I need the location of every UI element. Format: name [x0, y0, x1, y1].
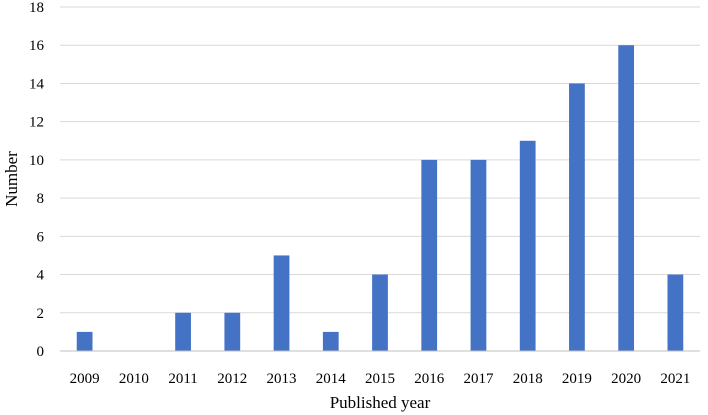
x-tick-label: 2016: [414, 371, 445, 387]
bar-2012: [224, 312, 241, 351]
bar-2019: [569, 83, 585, 351]
x-tick-label: 2009: [70, 371, 100, 387]
x-tick-label: 2020: [611, 371, 641, 387]
bar-2011: [175, 312, 191, 351]
bar-2009: [76, 331, 93, 351]
y-tick-label: 16: [29, 38, 45, 54]
x-tick-label: 2013: [267, 371, 297, 387]
bar-2021: [667, 274, 684, 351]
y-tick-label: 2: [37, 306, 45, 322]
y-axis-ticks: 0 2 4 6 8 10 12 14 16 18: [29, 0, 45, 360]
x-tick-label: 2014: [316, 371, 347, 387]
bar-2020: [618, 45, 635, 351]
bar-2015: [372, 274, 388, 351]
bar-2016: [421, 159, 438, 351]
x-tick-label: 2012: [217, 371, 247, 387]
gridlines: [60, 6, 700, 314]
y-tick-label: 14: [29, 76, 45, 92]
x-axis-title: Published year: [330, 393, 431, 412]
y-tick-label: 4: [37, 268, 45, 284]
y-tick-label: 6: [37, 229, 45, 245]
x-tick-label: 2018: [513, 371, 543, 387]
bar-2018: [519, 140, 536, 351]
y-tick-label: 12: [29, 115, 44, 131]
y-tick-label: 18: [29, 0, 44, 16]
y-tick-label: 0: [37, 344, 45, 360]
x-tick-label: 2021: [660, 371, 690, 387]
y-tick-label: 8: [37, 191, 45, 207]
x-tick-label: 2011: [168, 371, 197, 387]
x-tick-label: 2019: [562, 371, 592, 387]
x-tick-label: 2010: [119, 371, 149, 387]
y-axis-title: Number: [2, 151, 21, 207]
bar-2017: [470, 159, 487, 351]
bars: [76, 45, 684, 351]
x-tick-label: 2017: [463, 371, 494, 387]
bar-2014: [322, 331, 339, 351]
x-axis-ticks: 2009 2010 2011 2012 2013 2014 2015 2016 2017 2018…: [70, 371, 691, 387]
x-tick-label: 2015: [365, 371, 395, 387]
bar-2013: [273, 255, 290, 351]
y-tick-label: 10: [29, 153, 44, 169]
